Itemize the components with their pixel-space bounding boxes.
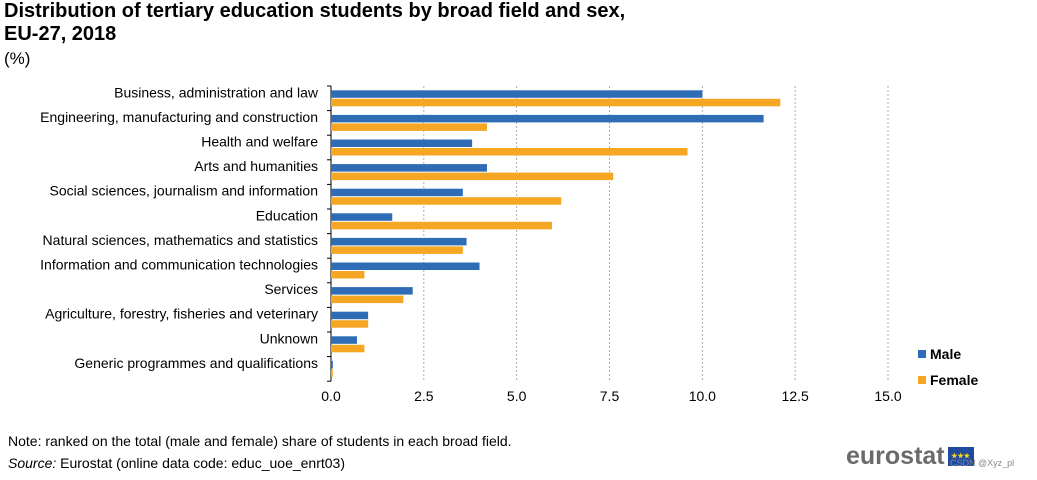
x-tick-labels: 0.0 2.5 5.0 7.5 10.0 12.5 15.0 xyxy=(321,388,902,404)
legend-swatch-male xyxy=(918,350,926,358)
bar-female xyxy=(331,369,333,377)
unit-label: (%) xyxy=(4,49,31,68)
category-label: Unknown xyxy=(260,330,318,346)
bar-male xyxy=(331,360,333,369)
category-label: Arts and humanities xyxy=(194,158,318,174)
category-label: Generic programmes and qualifications xyxy=(74,355,318,371)
bar-male xyxy=(331,90,703,98)
bar-male xyxy=(331,311,369,320)
bar-female xyxy=(331,221,552,230)
bar-female xyxy=(331,271,365,279)
category-label: Services xyxy=(264,281,318,297)
chart-title: Distribution of tertiary education stude… xyxy=(4,0,904,46)
category-label: Health and welfare xyxy=(201,134,318,150)
source-line: Source: Eurostat (online data code: educ… xyxy=(8,452,512,474)
grid-layer xyxy=(327,85,889,382)
bar-female xyxy=(331,344,365,353)
bar-male xyxy=(331,114,764,123)
logo-text: eurostat xyxy=(846,442,945,470)
watermark: CSDN @Xyz_pl xyxy=(950,458,1015,468)
bar-female xyxy=(331,123,487,131)
category-label: Education xyxy=(256,207,318,223)
bar-male xyxy=(331,213,393,221)
bar-male xyxy=(331,164,487,172)
category-label: Natural sciences, mathematics and statis… xyxy=(43,232,318,248)
legend-swatch-female xyxy=(918,376,926,384)
bar-female xyxy=(331,98,781,107)
legend-item-female: Female xyxy=(918,367,978,393)
footnote: Note: ranked on the total (male and fema… xyxy=(8,430,512,474)
bars-layer xyxy=(331,90,781,377)
bar-male xyxy=(331,237,467,246)
bar-male xyxy=(331,336,357,344)
legend-item-male: Male xyxy=(918,341,978,367)
bar-female xyxy=(331,295,404,304)
x-tick-label: 15.0 xyxy=(874,388,901,404)
category-label: Business, administration and law xyxy=(114,84,319,100)
bar-male xyxy=(331,287,413,295)
bar-male xyxy=(331,262,480,270)
eurostat-logo: eurostat ★★★ xyxy=(846,442,974,471)
source-label: Source: xyxy=(8,455,57,471)
category-label: Engineering, manufacturing and construct… xyxy=(40,109,318,125)
x-tick-label: 0.0 xyxy=(321,388,341,404)
bar-female xyxy=(331,320,369,328)
bar-female xyxy=(331,246,463,254)
category-label: Information and communication technologi… xyxy=(40,257,318,273)
category-label: Agriculture, forestry, fisheries and vet… xyxy=(45,306,318,322)
category-labels: Business, administration and law Engineer… xyxy=(40,84,319,371)
legend-label-female: Female xyxy=(930,372,979,388)
legend-label-male: Male xyxy=(930,346,962,362)
bar-female xyxy=(331,197,562,205)
bar-male xyxy=(331,139,473,147)
title-line-2: EU-27, 2018 xyxy=(4,23,117,45)
x-tick-label: 12.5 xyxy=(782,388,809,404)
note-text: Note: ranked on the total (male and fema… xyxy=(8,433,512,449)
bar-female xyxy=(331,172,614,181)
x-tick-label: 7.5 xyxy=(600,388,620,404)
x-tick-label: 10.0 xyxy=(689,388,716,404)
x-tick-label: 2.5 xyxy=(414,388,434,404)
bar-chart: Business, administration and law Engineer… xyxy=(40,84,902,404)
bar-female xyxy=(331,148,688,156)
legend: Male Female xyxy=(918,341,978,393)
title-line-1: Distribution of tertiary education stude… xyxy=(4,0,626,22)
category-label: Social sciences, journalism and informat… xyxy=(50,183,318,199)
bar-male xyxy=(331,188,463,197)
eu-flag-icon: ★★★ xyxy=(947,447,974,466)
x-tick-label: 5.0 xyxy=(507,388,527,404)
source-text: Eurostat (online data code: educ_uoe_enr… xyxy=(56,455,346,471)
